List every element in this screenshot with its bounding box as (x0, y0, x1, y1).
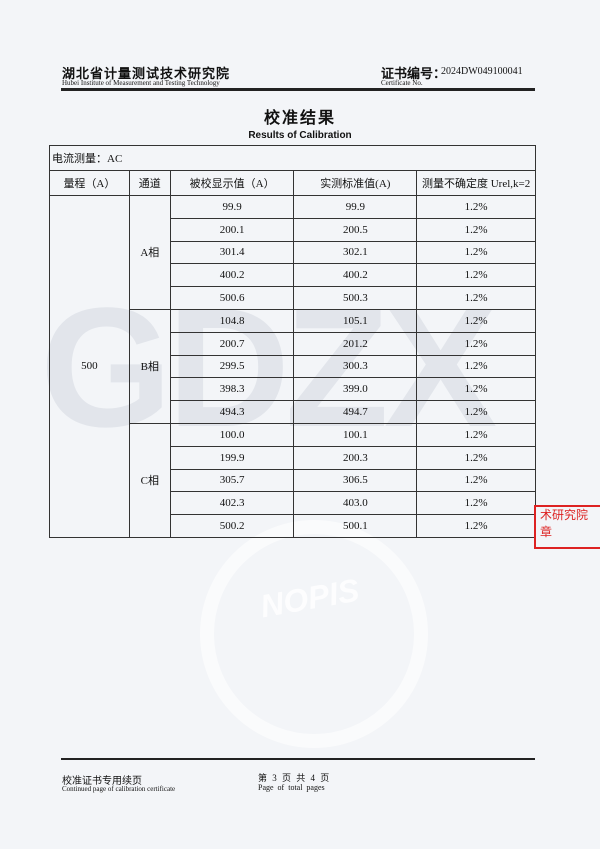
uncertainty-cell: 1.2% (416, 422, 536, 447)
table-row: 500.2 500.1 1.2% (50, 514, 536, 538)
standard-cell: 306.5 (293, 468, 418, 493)
indicated-cell: 305.7 (169, 468, 295, 493)
footer-cn: 校准证书专用续页 (62, 776, 142, 787)
indicated-cell: 200.7 (169, 331, 295, 356)
results-table: 电流测量：AC 量程（A） 通道 被校显示值（A） 实测标准值(A) 测量不确定… (49, 145, 536, 538)
indicated-cell: 200.1 (169, 217, 295, 242)
uncertainty-cell: 1.2% (416, 217, 536, 242)
table-row: 494.3 494.7 1.2% (50, 400, 536, 424)
indicated-cell: 400.2 (169, 263, 295, 288)
uncertainty-cell: 1.2% (416, 308, 536, 333)
institute-name-cn: 湖北省计量测试技术研究院 (62, 66, 231, 81)
stamp-line: 章 (540, 525, 553, 539)
table-row: 500 A相 99.9 99.9 1.2% (49, 195, 536, 538)
standard-cell: 99.9 (293, 195, 418, 219)
institute-name-en: Hubei Institute of Measurement and Testi… (62, 79, 220, 87)
cert-number: 2024DW049100041 (441, 66, 523, 77)
uncertainty-cell: 1.2% (416, 263, 536, 288)
page-number-en: Page of total pages (258, 783, 325, 792)
table-row: 400.2 400.2 1.2% (50, 263, 536, 288)
uncertainty-cell: 1.2% (416, 445, 536, 470)
table-row: B相 104.8 105.1 1.2% (50, 308, 536, 424)
cert-label-cn: 证书编号： (381, 66, 447, 81)
uncertainty-cell: 1.2% (416, 514, 536, 538)
watermark-circle (200, 520, 428, 748)
table-row: 299.5 300.3 1.2% (50, 354, 536, 379)
standard-cell: 494.7 (293, 400, 418, 424)
red-seal-stamp: 术研究院章 (534, 505, 600, 549)
uncertainty-cell: 1.2% (416, 354, 536, 379)
indicated-cell: 299.5 (169, 354, 295, 379)
table-row: 398.3 399.0 1.2% (50, 377, 536, 402)
footer-en: Continued page of calibration certificat… (62, 785, 176, 793)
indicated-cell: 199.9 (169, 445, 295, 470)
indicated-cell: 104.8 (169, 308, 295, 333)
section-label: 电流测量：AC (49, 145, 536, 171)
table-row: 199.9 200.3 1.2% (50, 445, 536, 470)
uncertainty-cell: 1.2% (416, 468, 536, 493)
standard-cell: 400.2 (293, 263, 418, 288)
uncertainty-cell: 1.2% (416, 195, 536, 219)
col-standard: 实测标准值(A) (293, 170, 418, 196)
standard-cell: 500.3 (293, 286, 418, 310)
standard-cell: 302.1 (293, 240, 418, 265)
indicated-cell: 100.0 (169, 422, 295, 447)
col-range: 量程（A） (49, 170, 130, 196)
title-cn: 校准结果 (263, 110, 336, 127)
standard-cell: 500.1 (293, 514, 418, 538)
stamp-line: 术研究院 (540, 508, 589, 522)
standard-cell: 100.1 (293, 422, 418, 447)
indicated-cell: 402.3 (169, 491, 295, 516)
indicated-cell: 398.3 (169, 377, 295, 402)
table-row: 500.6 500.3 1.2% (50, 286, 536, 310)
col-uncertainty: 测量不确定度 Urel,k=2 (416, 170, 536, 196)
standard-cell: 403.0 (293, 491, 418, 516)
uncertainty-cell: 1.2% (416, 240, 536, 265)
title-en: Results of Calibration (248, 130, 352, 141)
footer-rule (61, 758, 535, 760)
channel-cell: C相 (128, 422, 171, 538)
indicated-cell: 494.3 (169, 400, 295, 424)
table-row: 200.7 201.2 1.2% (50, 331, 536, 356)
col-indicated: 被校显示值（A） (169, 170, 295, 196)
uncertainty-cell: 1.2% (416, 400, 536, 424)
indicated-cell: 500.6 (169, 286, 295, 310)
indicated-cell: 99.9 (169, 195, 295, 219)
uncertainty-cell: 1.2% (416, 331, 536, 356)
uncertainty-cell: 1.2% (416, 286, 536, 310)
range-cell: 500 (49, 195, 130, 538)
table-row: C相 100.0 100.1 1.2% (50, 422, 536, 538)
table-row: 200.1 200.5 1.2% (50, 217, 536, 242)
cert-label-en: Certificate No. (381, 79, 423, 87)
standard-cell: 200.5 (293, 217, 418, 242)
uncertainty-cell: 1.2% (416, 491, 536, 516)
standard-cell: 300.3 (293, 354, 418, 379)
standard-cell: 200.3 (293, 445, 418, 470)
page-number-cn: 第 3 页 共 4 页 (258, 773, 330, 783)
channel-cell: A相 (128, 195, 171, 310)
indicated-cell: 301.4 (169, 240, 295, 265)
standard-cell: 105.1 (293, 308, 418, 333)
channel-cell: B相 (128, 308, 171, 424)
uncertainty-cell: 1.2% (416, 377, 536, 402)
standard-cell: 201.2 (293, 331, 418, 356)
standard-cell: 399.0 (293, 377, 418, 402)
indicated-cell: 500.2 (169, 514, 295, 538)
header-rule (61, 88, 535, 91)
col-channel: 通道 (128, 170, 171, 196)
table-row: 402.3 403.0 1.2% (50, 491, 536, 516)
